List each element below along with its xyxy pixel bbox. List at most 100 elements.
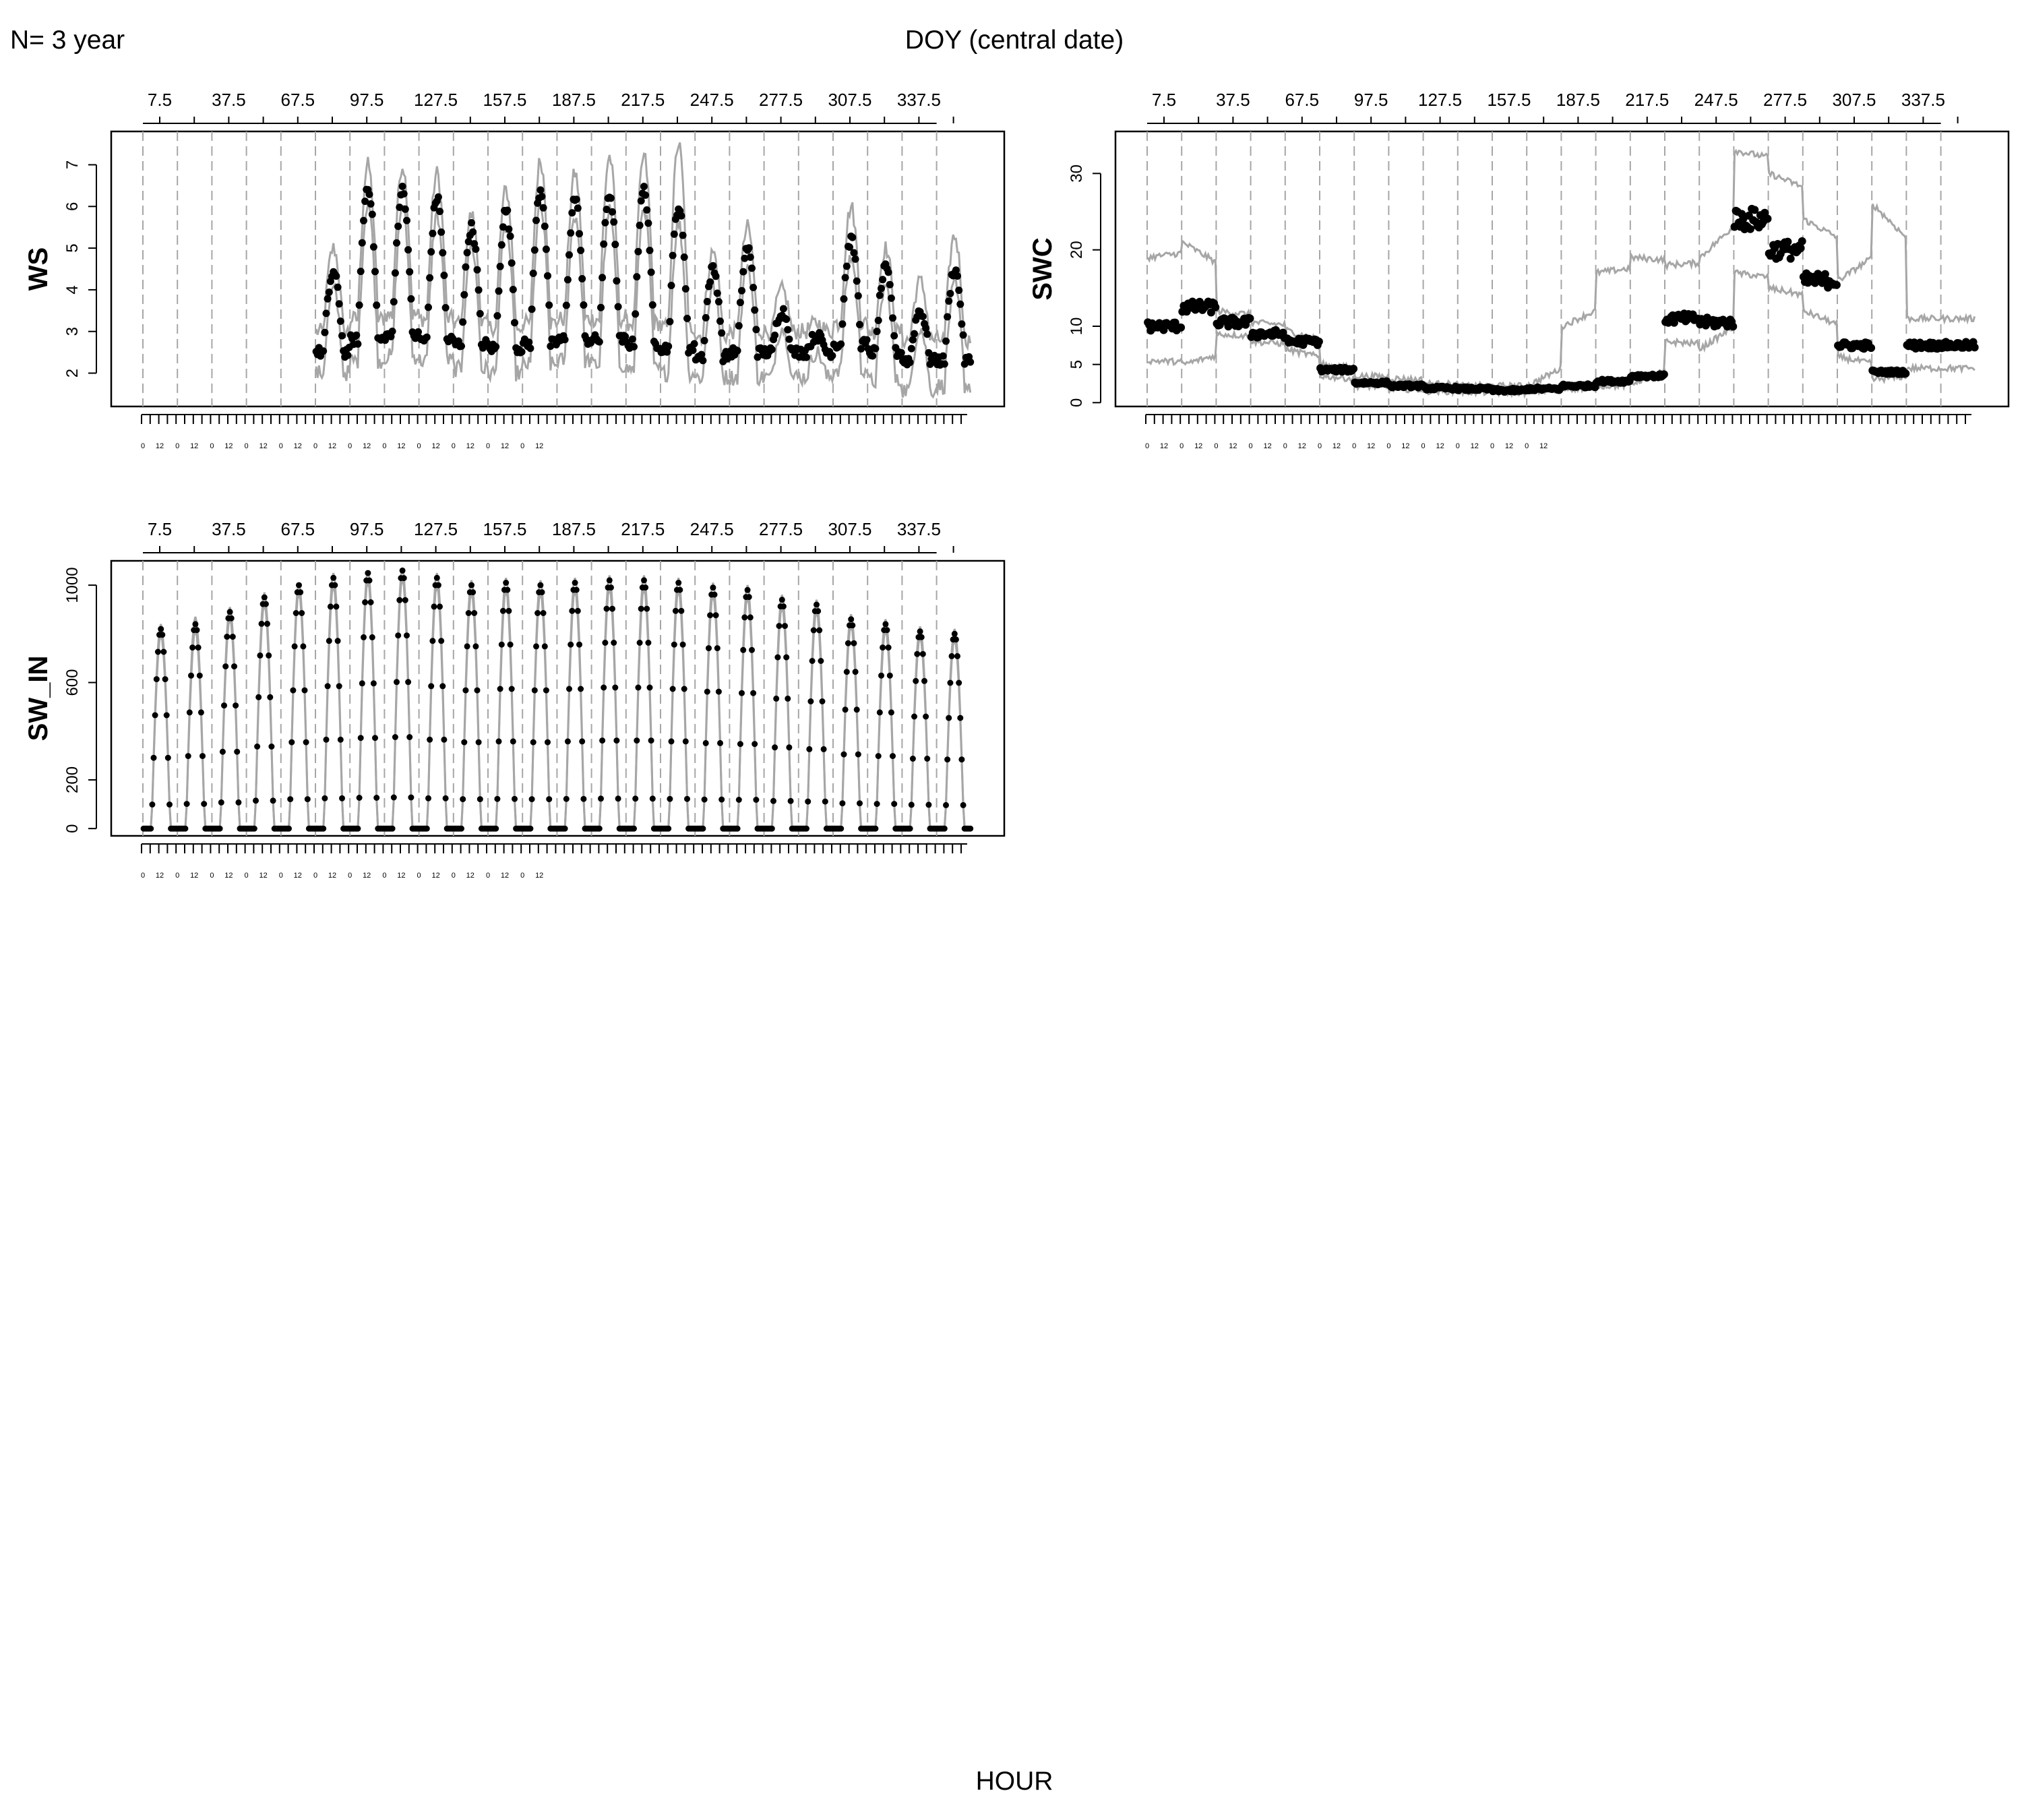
swc-median-point <box>1246 314 1254 323</box>
sw-in-median-point <box>842 706 849 713</box>
swc-median-point <box>1783 237 1792 246</box>
sw-in-median-point <box>506 607 512 614</box>
sw-in-median-point <box>603 605 610 612</box>
ws-median-point <box>365 190 373 198</box>
sw-in-median-point <box>254 744 261 750</box>
sw-in-median-point <box>508 686 515 692</box>
sw-in-median-point <box>189 644 196 651</box>
ws-median-point <box>703 297 711 305</box>
ws-median-point <box>601 218 609 226</box>
sw-in-median-point <box>258 620 265 627</box>
ws-median-point <box>537 186 545 194</box>
sw-in-median-point <box>638 605 644 612</box>
sw-in-median-point <box>543 687 549 694</box>
sw-in-median-point <box>163 712 170 719</box>
ws-hour-tick-label: 12 <box>294 442 302 450</box>
swc-y-tick-label: 30 <box>1068 164 1086 183</box>
sw-in-median-point <box>160 648 167 655</box>
sw-in-median-point <box>913 677 919 684</box>
ws-doy-tick-label: 7.5 <box>148 90 172 110</box>
ws-median-point <box>897 348 905 357</box>
ws-median-point <box>643 206 651 214</box>
sw-in-median-point <box>787 797 794 804</box>
ws-median-point <box>886 280 894 289</box>
sw-in-median-point <box>768 825 775 832</box>
sw-in-median-point <box>468 582 474 588</box>
sw-in-median-point <box>512 795 518 802</box>
ws-y-tick-label: 3 <box>63 327 82 336</box>
sw-in-doy-tick-label: 277.5 <box>759 519 803 539</box>
swc-doy-tick-label: 127.5 <box>1418 90 1462 110</box>
sw-in-median-point <box>290 687 297 694</box>
sw-in-median-point <box>221 702 227 709</box>
ws-median-point <box>925 348 933 357</box>
sw-in-median-point <box>573 586 580 593</box>
sw-in-median-point <box>303 739 309 746</box>
ws-median-point <box>509 286 517 293</box>
ws-median-point <box>751 306 759 314</box>
ws-median-point <box>785 335 793 343</box>
sw-in-median-point <box>753 797 760 803</box>
ws-median-point <box>854 292 862 300</box>
ws-median-point <box>745 244 753 252</box>
ws-median-point <box>355 301 363 309</box>
ws-median-point <box>718 329 726 337</box>
sw-in-median-point <box>634 737 640 744</box>
sw-in-median-point <box>270 797 276 804</box>
ws-median-point <box>783 315 791 324</box>
sw-in-median-point <box>848 616 855 623</box>
sw-in-median-point <box>149 801 156 808</box>
sw-in-median-point <box>816 627 823 634</box>
ws-median-point <box>603 206 611 214</box>
sw-in-hour-tick-label: 0 <box>245 872 249 880</box>
sw-in-median-point <box>218 799 224 806</box>
sw-in-median-point <box>300 643 307 650</box>
sw-in-median-point <box>803 825 809 832</box>
sw-in-hour-tick-label: 0 <box>486 872 490 880</box>
sw-in-median-point <box>255 694 262 700</box>
swc-median-point <box>1314 337 1323 346</box>
sw-in-median-point <box>150 754 157 761</box>
swc-hour-tick-label: 12 <box>1332 442 1341 450</box>
ws-median-point <box>499 223 507 231</box>
sw-in-hour-tick-label: 12 <box>431 872 439 880</box>
sw-in-median-point <box>596 825 603 832</box>
sw-in-median-point <box>917 628 923 635</box>
sw-in-median-point <box>441 736 448 743</box>
sw-in-median-point <box>330 574 337 581</box>
sw-in-median-point <box>395 632 402 639</box>
sw-in-median-point <box>943 801 949 808</box>
ws-median-point <box>576 230 583 238</box>
sw-in-median-point <box>399 567 406 574</box>
sw-in-median-point <box>739 690 745 696</box>
sw-in-median-point <box>857 800 863 807</box>
ws-median-point <box>749 284 758 291</box>
ws-median-point <box>840 295 848 303</box>
sw-in-median-point <box>465 610 472 616</box>
swc-y-tick-label: 0 <box>1068 398 1086 407</box>
sw-in-median-point <box>470 589 477 596</box>
ws-median-point <box>458 342 465 350</box>
ws-median-point <box>768 346 776 353</box>
ws-median-point <box>679 231 687 239</box>
sw-in-median-point <box>807 698 814 704</box>
sw-in-median-point <box>152 712 158 719</box>
sw-in-median-point <box>564 738 571 745</box>
sw-in-median-point <box>394 679 400 686</box>
sw-in-median-point <box>563 795 570 802</box>
ws-median-point <box>632 310 640 318</box>
ws-median-point <box>544 272 551 280</box>
sw-in-median-point <box>228 615 235 621</box>
sw-in-median-point <box>400 575 407 582</box>
ws-median-point <box>394 222 402 231</box>
ws-hour-tick-label: 12 <box>535 442 543 450</box>
sw-in-median-point <box>840 751 847 758</box>
ws-median-point <box>361 198 369 206</box>
ws-median-point <box>735 322 743 330</box>
ws-median-point <box>545 301 553 309</box>
sw-in-y-tick-label: 0 <box>63 824 82 832</box>
ws-hour-tick-label: 12 <box>190 442 198 450</box>
sw-in-median-point <box>323 736 330 743</box>
sw-in-median-point <box>464 643 470 650</box>
ws-median-point <box>578 275 586 282</box>
